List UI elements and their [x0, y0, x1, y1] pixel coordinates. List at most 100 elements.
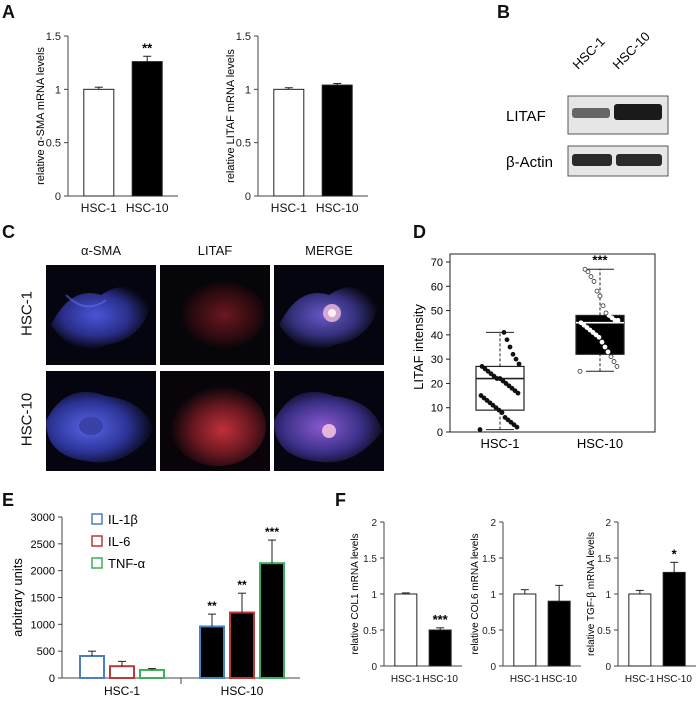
- panel-d-data-point: [478, 393, 484, 398]
- micrograph-hsc1-asma: [46, 265, 156, 365]
- band-actin-hsc10: [616, 154, 662, 166]
- panel-d-plot-frame: [449, 253, 656, 433]
- panel-e-group-label: HSC-10: [221, 684, 264, 698]
- panel-e-bar: [229, 611, 255, 680]
- panel-e-significance: ***: [265, 525, 279, 539]
- panel-a-asma-category-label: HSC-1: [81, 201, 117, 215]
- panel-d-data-point: [578, 320, 584, 326]
- panel-e-legend-swatch: [91, 513, 103, 525]
- panel-d-data-point: [508, 419, 514, 425]
- panel-e-group-label: HSC-1: [104, 684, 140, 698]
- panel-f-col6-bar: [513, 593, 537, 667]
- panel-d-data-point: [609, 315, 615, 321]
- panel-f-col1-y-axis-label: relative COL1 mRNA levels: [350, 533, 361, 654]
- panel-d-data-point: [487, 400, 493, 406]
- panel-a-asma-bar: [131, 61, 163, 197]
- panel-d-data-point: [490, 402, 496, 408]
- panel-d-data-point: [510, 351, 516, 357]
- panel-f-tgfb-bar: [662, 571, 686, 667]
- micrograph-grid: α-SMA LITAF MERGE HSC-1 HSC-10: [19, 243, 384, 475]
- panel-d-data-point: [513, 356, 519, 362]
- panel-a-litaf-category-label: HSC-10: [316, 201, 359, 215]
- panel-d-data-point: [608, 354, 614, 360]
- panel-e-bar: [199, 625, 225, 679]
- panel-d-box: [475, 365, 525, 411]
- panel-d-data-point: [484, 398, 490, 403]
- panel-a-asma-significance: **: [142, 40, 153, 55]
- panel-d-data-point: [602, 344, 608, 350]
- panel-d-data-point: [515, 390, 521, 396]
- panel-a-asma-ytick-label: 1.5: [46, 31, 61, 43]
- panel-d-data-point: [605, 349, 611, 355]
- panel-f-col6-ytick-label: 0.5: [482, 626, 496, 637]
- panel-d-data-point: [504, 337, 510, 343]
- panel-label-a: A: [2, 2, 15, 22]
- panel-f-col6-ytick-label: 0: [490, 662, 496, 673]
- panel-e-bar: [139, 668, 165, 680]
- panel-f-col1-ytick-label: 1: [371, 590, 377, 601]
- panel-a-litaf-ytick-label: 0.5: [236, 138, 251, 150]
- panel-f-col6-category-label: HSC-10: [541, 674, 577, 685]
- panel-a-litaf-bar: [321, 84, 353, 197]
- panel-e-legend-label: IL-6: [108, 534, 130, 549]
- panel-d-data-point: [594, 288, 600, 294]
- panel-e-legend-label: TNF-α: [108, 556, 146, 571]
- panel-f-tgfb-y-axis-label: relative TGF-β mRNA levels: [586, 532, 597, 656]
- panel-f-col6-bar: [547, 600, 571, 667]
- panel-a-asma-bar: [83, 88, 115, 197]
- panel-d-category-label: HSC-10: [577, 436, 623, 451]
- panel-f-col1-ytick-label: 1.5: [363, 554, 377, 565]
- panel-label-c: C: [2, 222, 15, 242]
- panel-d-data-point: [593, 332, 599, 338]
- panel-e-ytick-label: 1000: [31, 619, 55, 631]
- panel-a-asma-y-axis-label: relative α-SMA mRNA levels: [35, 47, 47, 185]
- panel-e-ytick-label: 2500: [31, 539, 55, 551]
- panel-f-col6-ytick-label: 2: [490, 518, 496, 529]
- panel-e-ytick-label: 500: [37, 646, 55, 658]
- panel-d-data-point: [502, 415, 508, 420]
- panel-d-data-point: [488, 371, 494, 377]
- micrograph-hsc10-asma: [46, 371, 156, 471]
- lane-label-hsc10: HSC-10: [610, 29, 653, 72]
- panel-e-legend-swatch: [91, 557, 103, 569]
- panel-d-data-point: [477, 427, 483, 432]
- panel-a-asma-ytick-label: 0.5: [46, 138, 61, 150]
- panel-d-y-axis-label: LITAF intensity: [411, 304, 426, 390]
- panel-label-d: D: [413, 222, 426, 242]
- panel-d-data-point: [485, 368, 491, 374]
- panel-e-legend-label: IL-1β: [108, 512, 138, 527]
- panel-d-data-point: [507, 344, 513, 350]
- panel-e-ytick-label: 2000: [31, 566, 55, 578]
- micrograph-hsc1-merge: [274, 265, 384, 365]
- micrograph-hsc10-litaf: [160, 371, 270, 471]
- column-header-asma: α-SMA: [80, 243, 121, 258]
- panel-f-tgfb-category-label: HSC-10: [656, 674, 692, 685]
- panel-a-asma-category-label: HSC-10: [126, 201, 169, 215]
- panel-d-data-point: [506, 383, 512, 389]
- panel-d-data-point: [603, 310, 609, 316]
- panel-d-data-point: [481, 395, 487, 401]
- panel-d-ytick-label: 0: [437, 427, 443, 439]
- panel-d-data-point: [491, 373, 497, 379]
- panel-d-ytick-label: 20: [431, 378, 443, 390]
- panel-f-col6-ytick-label: 1: [490, 590, 496, 601]
- panel-a-litaf-bar: [273, 88, 305, 197]
- panel-e-significance: **: [237, 578, 247, 592]
- panel-d-data-point: [600, 303, 606, 309]
- panel-d-data-point: [509, 385, 515, 391]
- panel-d-data-point: [479, 364, 485, 369]
- column-header-merge: MERGE: [305, 243, 353, 258]
- panel-f-col6-y-axis-label: relative COL6 mRNA levels: [470, 533, 481, 654]
- panel-d-ytick-label: 70: [431, 257, 443, 269]
- panel-f-col1-ytick-label: 0: [371, 662, 377, 673]
- panel-d-data-point: [503, 381, 509, 386]
- panel-f-tgfb-ytick-label: 0: [605, 662, 611, 673]
- panel-d-data-point: [612, 317, 618, 323]
- panel-d-data-point: [514, 424, 520, 430]
- panel-a-litaf-ytick-label: 0: [245, 191, 251, 203]
- panel-d-data-point: [585, 269, 591, 275]
- panel-f-col1-category-label: HSC-10: [422, 674, 458, 685]
- panel-d-ytick-label: 60: [431, 281, 443, 293]
- panel-f-tgfb-bar: [628, 593, 652, 667]
